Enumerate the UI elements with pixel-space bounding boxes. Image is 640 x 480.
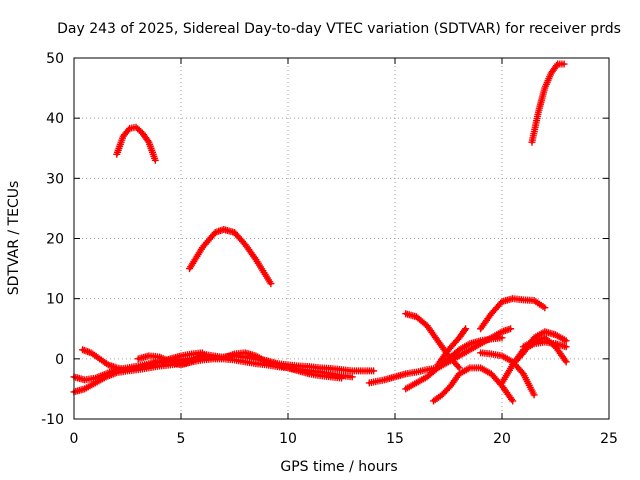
y-tick-label: -10	[41, 412, 64, 428]
x-tick-label: 10	[279, 431, 297, 447]
x-tick-label: 5	[177, 431, 186, 447]
data-point	[144, 137, 152, 145]
series-arc-mid-morning	[186, 225, 275, 288]
x-tick-label: 15	[386, 431, 404, 447]
data-point	[454, 362, 462, 370]
axis-ticks: 0 5 10 15 20 25 -10 0 10 20 30 40 50	[41, 51, 618, 447]
data-point	[530, 391, 538, 399]
chart-title: Day 243 of 2025, Sidereal Day-to-day VTE…	[57, 21, 621, 37]
y-tick-label: 40	[46, 111, 64, 127]
data-point	[562, 343, 570, 351]
series-line	[530, 62, 566, 144]
data-marks	[70, 60, 570, 405]
x-tick-label: 0	[70, 431, 79, 447]
data-point	[507, 325, 515, 333]
y-tick-label: 30	[46, 171, 64, 187]
data-point	[348, 373, 356, 381]
data-point	[509, 397, 517, 405]
x-tick-label: 25	[600, 431, 618, 447]
series-arc-late-rise	[528, 60, 568, 146]
y-tick-label: 20	[46, 232, 64, 248]
data-point	[562, 358, 570, 366]
series-plateau-evening	[477, 295, 549, 333]
data-point	[338, 374, 345, 382]
x-tick-label: 20	[493, 431, 511, 447]
y-tick-label: 50	[46, 51, 64, 67]
series-line	[188, 227, 273, 286]
x-axis-label: GPS time / hours	[280, 459, 397, 475]
data-point	[461, 326, 469, 334]
data-point	[498, 334, 506, 342]
data-point	[462, 325, 470, 333]
data-point	[560, 60, 568, 68]
y-axis-label: SDTVAR / TECUs	[6, 181, 22, 296]
data-point	[553, 62, 561, 70]
series-dip-afternoon	[430, 364, 517, 405]
data-point	[267, 280, 275, 288]
data-point	[151, 156, 159, 164]
data-point	[562, 337, 570, 345]
data-point	[541, 304, 549, 312]
series-wave-evening-d	[519, 334, 570, 366]
data-point	[455, 364, 463, 372]
y-tick-label: 10	[46, 292, 64, 308]
data-point	[370, 367, 378, 375]
series-rise-to-plateau	[434, 325, 470, 369]
series-arc-high-morning	[113, 123, 159, 164]
series-baseline-d	[134, 349, 345, 382]
y-tick-label: 0	[55, 352, 64, 368]
